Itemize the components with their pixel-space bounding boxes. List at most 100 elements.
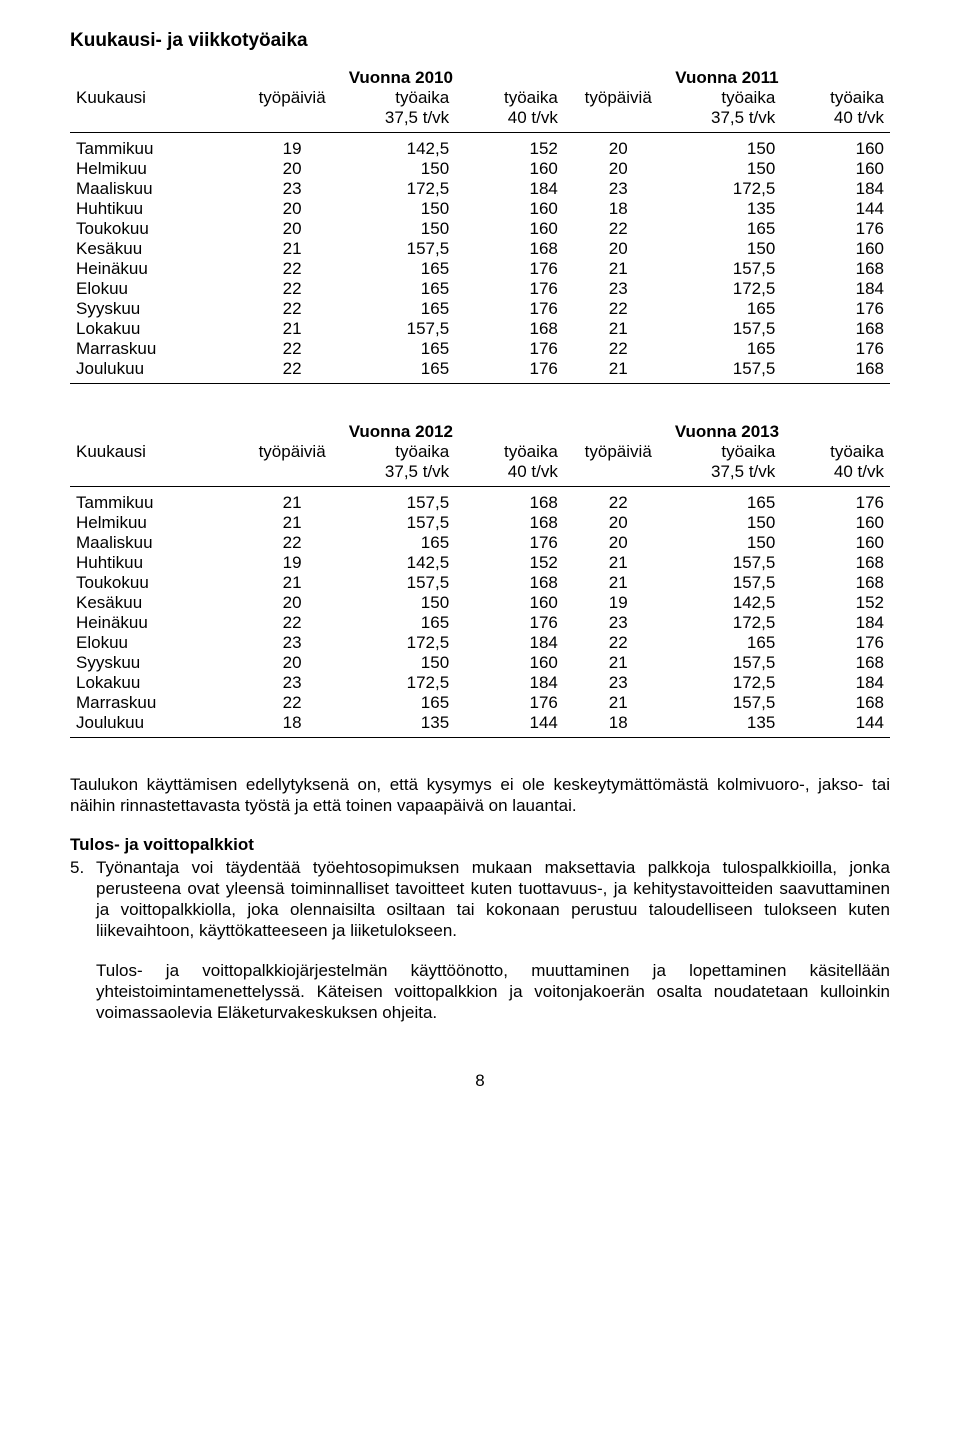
cell: 18 (564, 713, 673, 738)
cell: 22 (564, 633, 673, 653)
cell: 22 (564, 487, 673, 514)
cell: 176 (781, 219, 890, 239)
cell: 23 (238, 179, 347, 199)
table-row: Tammikuu21157,516822165176 (70, 487, 890, 514)
cell: 23 (564, 179, 673, 199)
cell: Helmikuu (70, 159, 238, 179)
col-hours-b1-2: työaika (673, 442, 782, 462)
cell: 165 (673, 339, 782, 359)
cell: 19 (564, 593, 673, 613)
cell: 165 (673, 487, 782, 514)
cell: 157,5 (346, 573, 455, 593)
cell: 21 (564, 573, 673, 593)
cell: 23 (564, 613, 673, 633)
cell: 22 (564, 339, 673, 359)
cell: 176 (455, 613, 564, 633)
cell: 168 (781, 553, 890, 573)
table-row: Syyskuu2015016021157,5168 (70, 653, 890, 673)
cell: Lokakuu (70, 673, 238, 693)
cell: 172,5 (346, 673, 455, 693)
cell: 23 (238, 673, 347, 693)
cell: 144 (781, 713, 890, 738)
cell: Joulukuu (70, 359, 238, 384)
cell: Toukokuu (70, 219, 238, 239)
table-row: Toukokuu2015016022165176 (70, 219, 890, 239)
cell: 168 (455, 239, 564, 259)
cell: 150 (673, 513, 782, 533)
cell: Joulukuu (70, 713, 238, 738)
cell: Syyskuu (70, 653, 238, 673)
cell: 157,5 (673, 573, 782, 593)
cell: 165 (346, 359, 455, 384)
subheading: Tulos- ja voittopalkkiot (70, 835, 890, 855)
cell: 160 (455, 593, 564, 613)
cell: 20 (564, 133, 673, 160)
cell: 165 (346, 279, 455, 299)
table-row: Lokakuu23172,518423172,5184 (70, 673, 890, 693)
item-number: 5. (70, 857, 96, 942)
cell: 168 (781, 693, 890, 713)
cell: 22 (238, 339, 347, 359)
cell: Tammikuu (70, 133, 238, 160)
cell: 176 (781, 339, 890, 359)
cell: 142,5 (346, 553, 455, 573)
cell: 152 (455, 133, 564, 160)
cell: 21 (564, 359, 673, 384)
cell: Heinäkuu (70, 613, 238, 633)
cell: 21 (564, 319, 673, 339)
table-row: Helmikuu21157,516820150160 (70, 513, 890, 533)
table-row: Joulukuu2216517621157,5168 (70, 359, 890, 384)
table-row: Elokuu23172,518422165176 (70, 633, 890, 653)
col-month: Kuukausi (70, 88, 238, 108)
cell: 176 (455, 359, 564, 384)
cell: 172,5 (673, 673, 782, 693)
cell: 21 (238, 239, 347, 259)
cell: 157,5 (346, 487, 455, 514)
rate-b2: 40 t/vk (781, 108, 890, 133)
cell: 184 (781, 673, 890, 693)
cell: 165 (346, 693, 455, 713)
col-workdays-b: työpäiviä (564, 88, 673, 108)
cell: 165 (346, 259, 455, 279)
paragraph-1: Taulukon käyttämisen edellytyksenä on, e… (70, 774, 890, 817)
col-hours-b1: työaika (673, 88, 782, 108)
cell: 150 (673, 133, 782, 160)
cell: 22 (238, 259, 347, 279)
cell: 150 (346, 159, 455, 179)
cell: 160 (455, 653, 564, 673)
rate-b1-2: 37,5 t/vk (673, 462, 782, 487)
cell: 20 (238, 219, 347, 239)
cell: Kesäkuu (70, 593, 238, 613)
work-time-table-2: Vuonna 2012 Vuonna 2013 Kuukausi työpäiv… (70, 420, 890, 738)
cell: 21 (238, 319, 347, 339)
cell: 23 (564, 279, 673, 299)
cell: 165 (673, 219, 782, 239)
table-row: Heinäkuu2216517621157,5168 (70, 259, 890, 279)
cell: 21 (564, 553, 673, 573)
cell: 135 (673, 713, 782, 738)
cell: 176 (455, 279, 564, 299)
page-number: 8 (70, 1071, 890, 1091)
cell: 176 (781, 633, 890, 653)
cell: 160 (781, 533, 890, 553)
col-workdays: työpäiviä (238, 88, 347, 108)
table-row: Maaliskuu23172,518423172,5184 (70, 179, 890, 199)
cell: 168 (781, 653, 890, 673)
page-title: Kuukausi- ja viikkotyöaika (70, 30, 890, 52)
cell: 172,5 (673, 613, 782, 633)
cell: 176 (781, 487, 890, 514)
cell: 18 (564, 199, 673, 219)
cell: 165 (673, 299, 782, 319)
cell: 160 (455, 159, 564, 179)
cell: Toukokuu (70, 573, 238, 593)
cell: Huhtikuu (70, 553, 238, 573)
cell: 21 (238, 487, 347, 514)
cell: Lokakuu (70, 319, 238, 339)
cell: Elokuu (70, 279, 238, 299)
col-hours-a1: työaika (346, 88, 455, 108)
cell: 157,5 (673, 359, 782, 384)
table-row: Helmikuu2015016020150160 (70, 159, 890, 179)
cell: 21 (564, 259, 673, 279)
table-row: Maaliskuu2216517620150160 (70, 533, 890, 553)
cell: 21 (238, 513, 347, 533)
